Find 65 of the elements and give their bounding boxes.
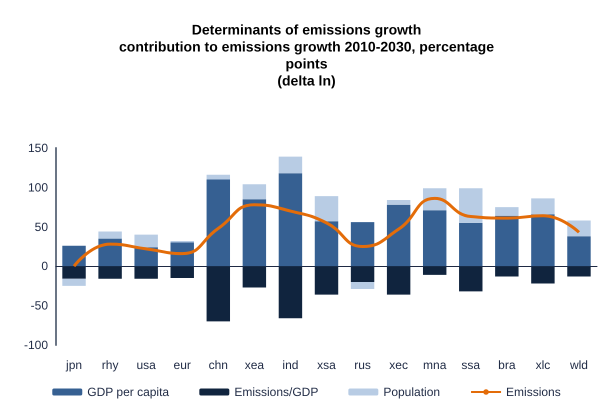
x-tick-label: xec	[389, 358, 408, 372]
x-tick-label: ind	[282, 358, 298, 372]
bar	[314, 266, 338, 295]
x-tick-label: rhy	[102, 358, 118, 372]
y-tick-label: 0	[41, 259, 48, 274]
bar	[170, 266, 194, 278]
bar	[531, 266, 555, 284]
bar	[134, 266, 158, 279]
bar	[134, 234, 158, 248]
bar	[62, 278, 86, 286]
bar	[350, 282, 374, 290]
bar	[242, 199, 266, 266]
bar	[206, 266, 230, 322]
x-tick-label: wld	[568, 358, 588, 372]
x-tick-label: rus	[354, 358, 371, 372]
bar	[567, 236, 591, 266]
legend-label: Population	[383, 385, 440, 399]
bar	[495, 216, 519, 266]
x-tick-label: xsa	[317, 358, 336, 372]
x-tick-label: usa	[136, 358, 156, 372]
bar	[242, 266, 266, 288]
x-tick-label: jpn	[65, 358, 82, 372]
legend-label: GDP per capita	[87, 385, 170, 399]
x-tick-label: ssa	[461, 358, 480, 372]
y-tick-label: 50	[34, 220, 48, 234]
bar	[62, 266, 86, 279]
bar	[567, 266, 591, 276]
bar	[531, 214, 555, 266]
bar	[386, 200, 410, 205]
y-tick-label: -100	[24, 338, 48, 352]
y-tick-label: 100	[28, 180, 48, 194]
bar	[459, 222, 482, 266]
bar	[278, 156, 302, 174]
bar	[278, 173, 302, 266]
bar	[314, 221, 338, 266]
bar	[386, 266, 410, 295]
line-series	[72, 196, 580, 268]
legend-label: Emissions/GDP	[234, 385, 318, 399]
bar	[350, 266, 374, 282]
bar	[495, 207, 519, 216]
bar	[495, 266, 519, 276]
x-tick-label: xea	[244, 358, 264, 372]
bar	[206, 180, 230, 266]
bar	[459, 188, 482, 223]
bar	[98, 232, 122, 239]
bar	[242, 184, 266, 200]
x-tick-label: chn	[208, 358, 228, 372]
x-tick-label: eur	[174, 358, 191, 372]
bar	[350, 222, 374, 266]
bar	[386, 204, 410, 266]
chart-title: Determinants of emissions growth contribution to emissions growth 2010-2030, percentage points (delta ln)	[119, 22, 494, 88]
y-tick-label: -50	[30, 298, 48, 313]
legend-label: Emissions	[506, 385, 561, 399]
bar	[206, 174, 230, 180]
y-tick-label: 150	[28, 141, 48, 155]
bar	[531, 198, 555, 214]
x-tick-label: bra	[498, 358, 516, 372]
bar	[278, 266, 302, 318]
bar	[422, 266, 446, 275]
x-tick-label: xlc	[536, 358, 550, 372]
bar	[98, 266, 122, 279]
bar	[459, 266, 482, 292]
bar	[422, 210, 446, 266]
bar	[314, 196, 338, 222]
x-tick-label: mna	[423, 358, 447, 372]
